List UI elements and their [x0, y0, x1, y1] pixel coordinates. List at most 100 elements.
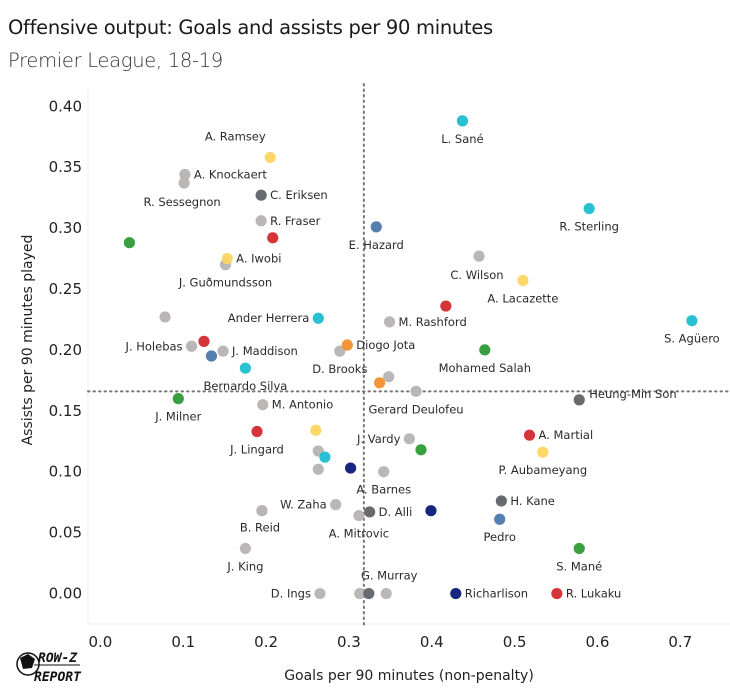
data-point — [251, 425, 263, 438]
data-label: A. Martial — [539, 428, 594, 442]
data-point — [330, 499, 342, 511]
data-point — [573, 542, 585, 555]
data-point — [403, 433, 416, 445]
data-point — [159, 311, 171, 323]
data-point — [172, 393, 184, 405]
data-point — [179, 168, 191, 181]
row-z-report-logo: ROW-Z REPORT — [16, 651, 82, 685]
data-label: Mohamed Salah — [439, 361, 531, 375]
data-point — [239, 542, 251, 555]
data-label: C. Eriksen — [270, 188, 328, 202]
x-tick-label: 0.1 — [171, 633, 195, 651]
x-tick-label: 0.2 — [254, 633, 278, 651]
data-point — [450, 587, 462, 600]
data-label: Diogo Jota — [356, 338, 415, 352]
data-label: L. Sané — [441, 132, 483, 146]
y-tick-label: 0.20 — [49, 341, 82, 359]
data-label: A. Barnes — [356, 483, 411, 497]
data-point — [354, 587, 366, 600]
chart-subtitle: Premier League, 18-19 — [8, 49, 223, 72]
y-tick-label: 0.30 — [49, 219, 82, 237]
data-label: D. Alli — [379, 505, 413, 519]
x-tick-label: 0.3 — [337, 633, 361, 651]
data-point — [517, 274, 529, 287]
x-tick-label: 0.0 — [88, 633, 112, 651]
data-label: Pedro — [483, 530, 515, 544]
data-point — [239, 362, 251, 374]
y-axis-title: Assists per 90 minutes played — [20, 235, 36, 446]
data-point — [523, 429, 536, 441]
data-label: R. Lukaku — [566, 587, 621, 601]
x-tick-label: 0.4 — [420, 633, 444, 651]
data-label: J. Maddison — [231, 344, 298, 358]
data-points — [123, 115, 698, 600]
data-point — [312, 312, 324, 324]
data-point — [256, 505, 268, 517]
data-point — [221, 252, 233, 265]
logo-line1: ROW-Z — [38, 651, 78, 666]
data-point — [410, 385, 422, 397]
data-label: W. Zaha — [280, 498, 327, 512]
data-label: A. Mitrovic — [329, 527, 389, 541]
data-point — [383, 316, 396, 328]
data-label: G. Murray — [361, 569, 418, 583]
data-label: S. Agüero — [664, 332, 720, 346]
data-point — [310, 424, 322, 436]
x-axis-title: Goals per 90 minutes (non-penalty) — [284, 668, 534, 684]
data-point — [583, 203, 595, 215]
axes: 0.0 0.1 0.2 0.3 0.4 0.5 0.6 0.7 0.00 0.05 0.10 0.15… — [49, 88, 730, 651]
data-point — [380, 587, 392, 600]
data-label: C. Wilson — [450, 268, 503, 282]
data-point — [314, 587, 326, 600]
data-point — [267, 232, 279, 244]
data-label: J. Vardy — [356, 432, 401, 446]
data-point — [440, 300, 452, 312]
x-tick-label: 0.5 — [503, 633, 527, 651]
reference-lines — [87, 83, 730, 629]
data-point — [334, 345, 346, 357]
data-point — [123, 237, 136, 249]
data-point — [473, 250, 485, 262]
data-label: A. Lacazette — [487, 291, 558, 305]
data-point — [456, 115, 469, 127]
y-tick-label: 0.35 — [49, 158, 82, 176]
data-label: J. King — [226, 559, 263, 573]
data-label: Bernardo Silva — [203, 379, 287, 393]
data-label: R. Sterling — [559, 220, 618, 234]
data-label: M. Rashford — [399, 315, 467, 329]
data-point — [185, 340, 198, 352]
data-point — [373, 377, 386, 389]
data-label: Heung-Min Son — [589, 387, 676, 401]
data-label: D. Ings — [271, 587, 311, 601]
data-point — [370, 221, 382, 233]
data-label: D. Brooks — [312, 362, 367, 376]
data-point — [363, 587, 375, 600]
data-label: R. Sessegnon — [143, 195, 220, 209]
y-tick-label: 0.00 — [49, 585, 82, 603]
data-label: E. Hazard — [349, 238, 404, 252]
data-label: Richarlison — [465, 587, 528, 601]
data-point — [178, 177, 190, 189]
data-point — [495, 495, 507, 507]
data-point — [479, 344, 491, 356]
y-tick-label: 0.15 — [49, 402, 82, 420]
y-tick-label: 0.25 — [49, 280, 82, 298]
data-point — [217, 345, 229, 357]
data-point — [198, 335, 210, 347]
data-point — [264, 151, 276, 164]
data-point — [353, 509, 365, 522]
data-point — [378, 466, 390, 478]
data-label: S. Mané — [556, 559, 602, 573]
data-point — [425, 505, 437, 517]
data-label: Gerard Deulofeu — [368, 402, 463, 416]
data-point — [255, 215, 267, 227]
data-label: H. Kane — [510, 494, 555, 508]
data-point — [573, 394, 585, 406]
data-label: M. Antonio — [272, 398, 333, 412]
data-point — [312, 463, 324, 475]
data-label: J. Milner — [154, 410, 201, 424]
data-point — [255, 189, 267, 201]
data-point — [551, 587, 563, 600]
data-point — [537, 446, 549, 458]
data-point — [344, 462, 357, 474]
